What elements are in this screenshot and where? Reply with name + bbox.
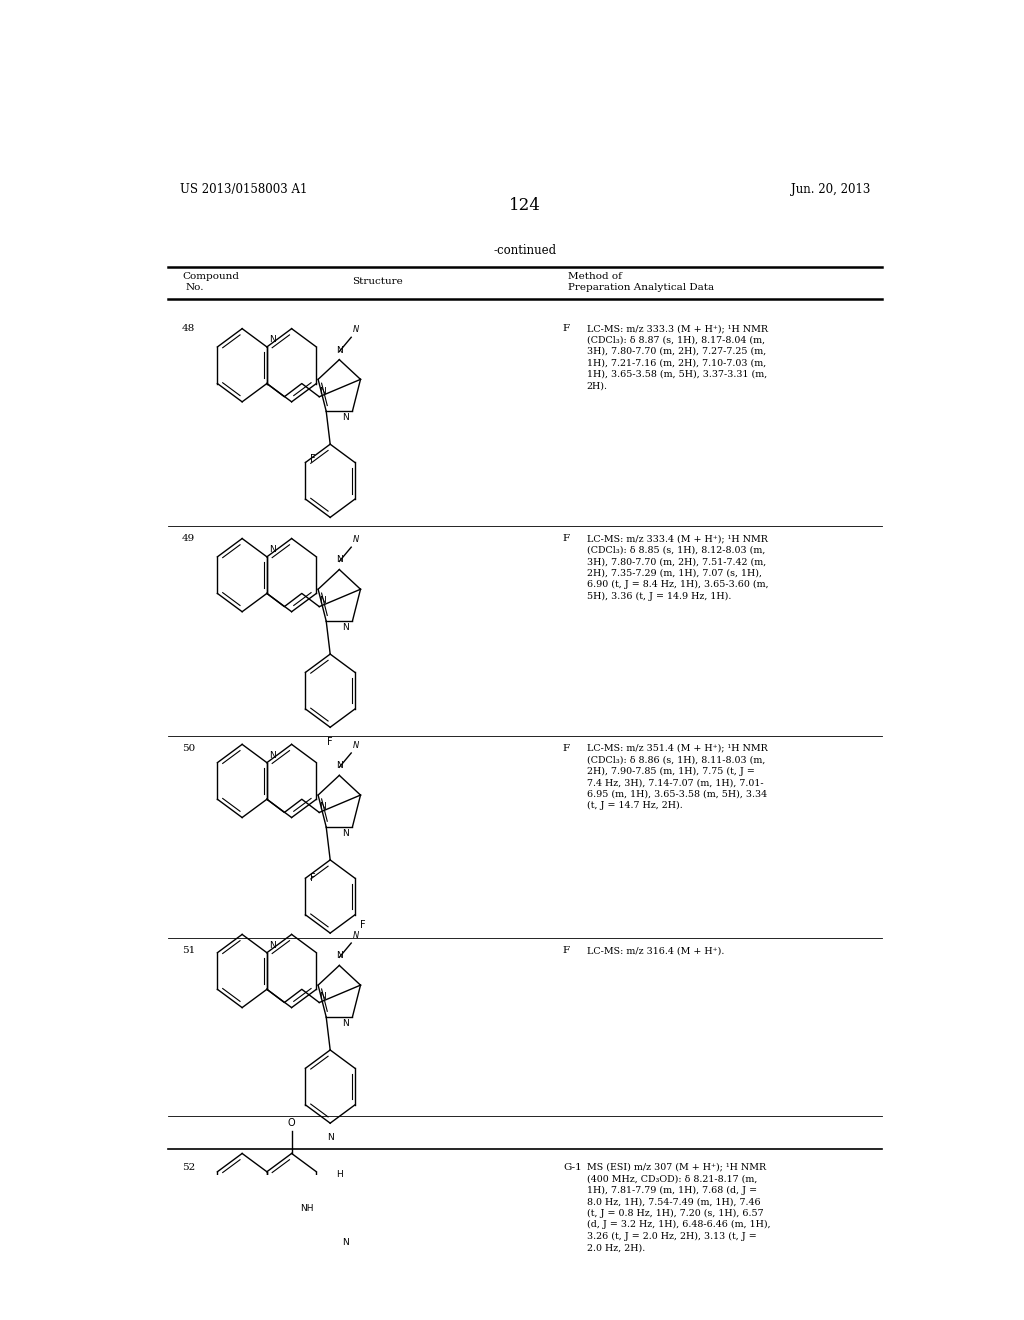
Text: 48: 48: [182, 325, 196, 333]
Text: Compound: Compound: [182, 272, 239, 281]
Text: Structure: Structure: [352, 277, 403, 286]
Text: No.: No.: [186, 284, 205, 293]
Text: F: F: [310, 874, 315, 883]
Text: N: N: [342, 623, 349, 632]
Text: N: N: [318, 387, 326, 396]
Text: N: N: [342, 829, 349, 838]
Text: F: F: [563, 325, 570, 333]
Text: N: N: [318, 803, 326, 812]
Text: N: N: [353, 741, 359, 750]
Text: LC-MS: m/z 333.4 (M + H⁺); ¹H NMR
(CDCl₃): δ 8.85 (s, 1H), 8.12-8.03 (m,
3H), 7.: LC-MS: m/z 333.4 (M + H⁺); ¹H NMR (CDCl₃…: [587, 535, 768, 601]
Text: LC-MS: m/z 316.4 (M + H⁺).: LC-MS: m/z 316.4 (M + H⁺).: [587, 946, 724, 956]
Text: N: N: [353, 931, 359, 940]
Text: N: N: [336, 762, 343, 771]
Text: MS (ESI) m/z 307 (M + H⁺); ¹H NMR
(400 MHz, CD₃OD): δ 8.21-8.17 (m,
1H), 7.81-7.: MS (ESI) m/z 307 (M + H⁺); ¹H NMR (400 M…: [587, 1163, 770, 1253]
Text: N: N: [342, 1238, 349, 1247]
Text: N: N: [353, 535, 359, 544]
Text: N: N: [327, 1134, 334, 1142]
Text: F: F: [563, 946, 570, 956]
Text: N: N: [342, 1019, 349, 1028]
Text: F: F: [328, 738, 333, 747]
Text: 51: 51: [182, 946, 196, 956]
Text: N: N: [336, 952, 343, 961]
Text: 52: 52: [182, 1163, 196, 1172]
Text: F: F: [359, 920, 366, 929]
Text: F: F: [563, 744, 570, 752]
Text: F: F: [563, 535, 570, 544]
Text: N: N: [336, 346, 343, 355]
Text: N: N: [269, 751, 276, 759]
Text: N: N: [342, 413, 349, 422]
Text: N: N: [318, 993, 326, 1002]
Text: LC-MS: m/z 351.4 (M + H⁺); ¹H NMR
(CDCl₃): δ 8.86 (s, 1H), 8.11-8.03 (m,
2H), 7.: LC-MS: m/z 351.4 (M + H⁺); ¹H NMR (CDCl₃…: [587, 744, 767, 810]
Text: N: N: [336, 556, 343, 565]
Text: -continued: -continued: [494, 244, 556, 257]
Text: G-1: G-1: [563, 1163, 582, 1172]
Text: N: N: [269, 941, 276, 949]
Text: Preparation Analytical Data: Preparation Analytical Data: [568, 284, 715, 293]
Text: N: N: [269, 545, 276, 554]
Text: LC-MS: m/z 333.3 (M + H⁺); ¹H NMR
(CDCl₃): δ 8.87 (s, 1H), 8.17-8.04 (m,
3H), 7.: LC-MS: m/z 333.3 (M + H⁺); ¹H NMR (CDCl₃…: [587, 325, 768, 391]
Text: 49: 49: [182, 535, 196, 544]
Text: Jun. 20, 2013: Jun. 20, 2013: [791, 182, 870, 195]
Text: N: N: [353, 325, 359, 334]
Text: US 2013/0158003 A1: US 2013/0158003 A1: [179, 182, 307, 195]
Text: 124: 124: [509, 197, 541, 214]
Text: N: N: [269, 335, 276, 345]
Text: F: F: [310, 454, 315, 465]
Text: O: O: [288, 1118, 296, 1129]
Text: N: N: [318, 597, 326, 606]
Text: H: H: [336, 1171, 343, 1179]
Text: 50: 50: [182, 744, 196, 752]
Text: Method of: Method of: [568, 272, 623, 281]
Text: NH: NH: [300, 1204, 313, 1213]
